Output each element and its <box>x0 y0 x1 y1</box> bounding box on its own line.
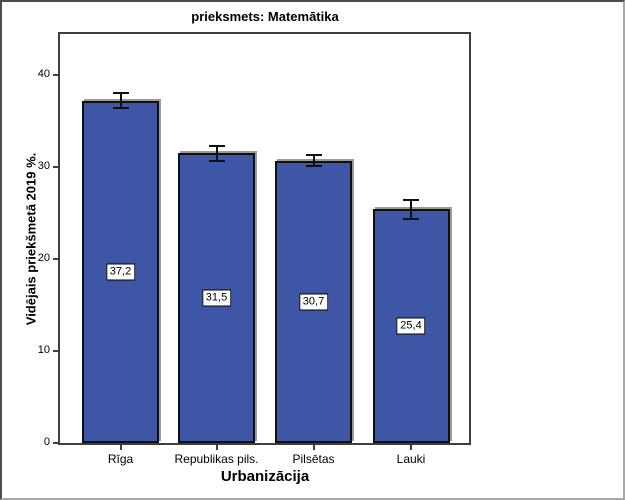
category-label: Pilsētas <box>292 452 335 466</box>
error-bar <box>410 200 412 219</box>
y-tick <box>53 258 59 260</box>
category-label: Rīga <box>107 452 134 466</box>
bar-value-label: 25,4 <box>396 317 426 335</box>
y-tick-label: 20 <box>37 252 50 264</box>
bar-value-label: 30,7 <box>298 293 329 311</box>
bar <box>372 209 450 443</box>
error-bar-bottom-cap <box>305 165 322 168</box>
error-bar <box>119 93 122 109</box>
y-tick <box>53 74 59 76</box>
error-bar-top-cap <box>112 92 129 95</box>
category-label: Lauki <box>396 452 426 466</box>
x-tick <box>215 445 218 450</box>
x-tick <box>119 445 122 450</box>
error-bar-bottom-cap <box>112 107 129 110</box>
y-tick-label: 30 <box>37 160 50 172</box>
chart-title: prieksmets: Matemātika <box>191 9 339 24</box>
error-bar-bottom-cap <box>403 217 419 220</box>
bar-value-label: 31,5 <box>201 289 232 307</box>
error-bar <box>312 155 315 167</box>
x-axis-title: Urbanizācija <box>220 468 310 485</box>
error-bar-top-cap <box>403 199 419 202</box>
y-axis-title: Vidējais priekšmetā 2019 %. <box>23 152 39 326</box>
error-bar-top-cap <box>208 144 225 147</box>
bar-value-label: 37,2 <box>105 263 136 281</box>
error-bar-top-cap <box>305 154 322 157</box>
y-tick <box>53 166 59 168</box>
error-bar <box>215 145 218 161</box>
category-label: Republikas pils. <box>174 452 259 466</box>
y-tick-label: 10 <box>37 344 50 356</box>
x-tick <box>410 445 412 450</box>
y-tick-label: 40 <box>37 68 50 80</box>
y-tick <box>53 350 59 352</box>
y-tick <box>53 442 59 444</box>
x-tick <box>312 445 315 450</box>
error-bar-bottom-cap <box>208 159 225 162</box>
y-tick-label: 0 <box>43 436 50 448</box>
